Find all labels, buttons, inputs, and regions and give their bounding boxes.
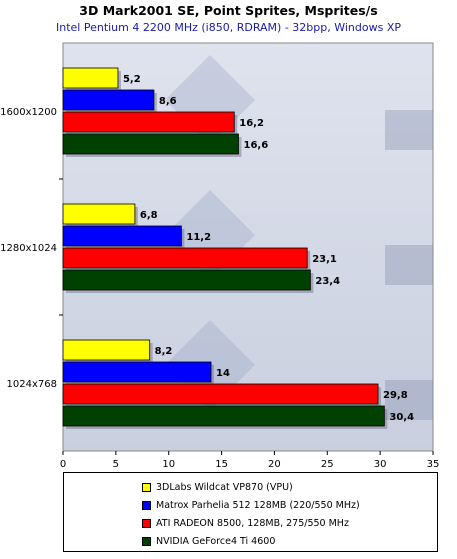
bar-value-label: 23,1: [312, 254, 337, 265]
legend-swatch-radeon: [142, 518, 151, 528]
x-tick-label: 0: [60, 459, 66, 470]
legend-item-geforce: NVIDIA GeForce4 Ti 4600: [142, 534, 275, 548]
bar-value-label: 16,6: [243, 140, 268, 151]
x-tick-label: 15: [215, 459, 228, 470]
legend-item-radeon: ATI RADEON 8500, 128MB, 275/550 MHz: [142, 516, 349, 530]
legend-label-radeon: ATI RADEON 8500, 128MB, 275/550 MHz: [156, 517, 349, 529]
bar: [62, 67, 119, 89]
bar: [62, 247, 308, 269]
bar-value-label: 30,4: [389, 412, 414, 423]
legend-swatch-parhelia: [142, 500, 151, 510]
bar: [62, 133, 239, 155]
x-tick-label: 30: [374, 459, 387, 470]
legend-swatch-geforce: [142, 536, 151, 546]
plot-area: [62, 42, 434, 452]
chart-title: 3D Mark2001 SE, Point Sprites, Msprites/…: [79, 3, 378, 18]
chart-subtitle: Intel Pentium 4 2200 MHz (i850, RDRAM) -…: [55, 21, 402, 34]
category-label: 1024x768: [7, 379, 57, 390]
bar: [62, 269, 311, 291]
bar: [62, 383, 379, 405]
legend-label-parhelia: Matrox Parhelia 512 128MB (220/550 MHz): [156, 499, 360, 511]
legend-label-wildcat: 3DLabs Wildcat VP870 (VPU): [156, 481, 293, 493]
x-tick-label: 35: [427, 459, 440, 470]
bar-value-label: 8,6: [159, 96, 177, 107]
x-tick-label: 5: [113, 459, 119, 470]
category-label: 1280x1024: [0, 243, 57, 254]
bar: [62, 361, 212, 383]
bar: [62, 111, 235, 133]
legend-swatch-wildcat: [142, 482, 151, 492]
bar-value-label: 6,8: [140, 210, 158, 221]
bar: [62, 405, 385, 427]
legend-label-geforce: NVIDIA GeForce4 Ti 4600: [156, 535, 276, 547]
bar: [62, 203, 136, 225]
legend: 3DLabs Wildcat VP870 (VPU) Matrox Parhel…: [63, 472, 438, 552]
legend-item-wildcat: 3DLabs Wildcat VP870 (VPU): [142, 480, 293, 494]
bar-value-label: 16,2: [239, 118, 264, 129]
bar-value-label: 5,2: [123, 74, 141, 85]
bar-value-label: 11,2: [186, 232, 211, 243]
bar-value-label: 8,2: [155, 346, 173, 357]
bar: [62, 225, 182, 247]
legend-item-parhelia: Matrox Parhelia 512 128MB (220/550 MHz): [142, 498, 360, 512]
bar-value-label: 23,4: [315, 276, 340, 287]
category-label: 1600x1200: [0, 107, 57, 118]
bar: [62, 89, 155, 111]
x-tick-label: 10: [162, 459, 175, 470]
x-tick-label: 25: [321, 459, 334, 470]
x-tick-label: 20: [268, 459, 281, 470]
bar: [62, 339, 151, 361]
bar-value-label: 14: [216, 368, 230, 379]
bar-value-label: 29,8: [383, 390, 408, 401]
